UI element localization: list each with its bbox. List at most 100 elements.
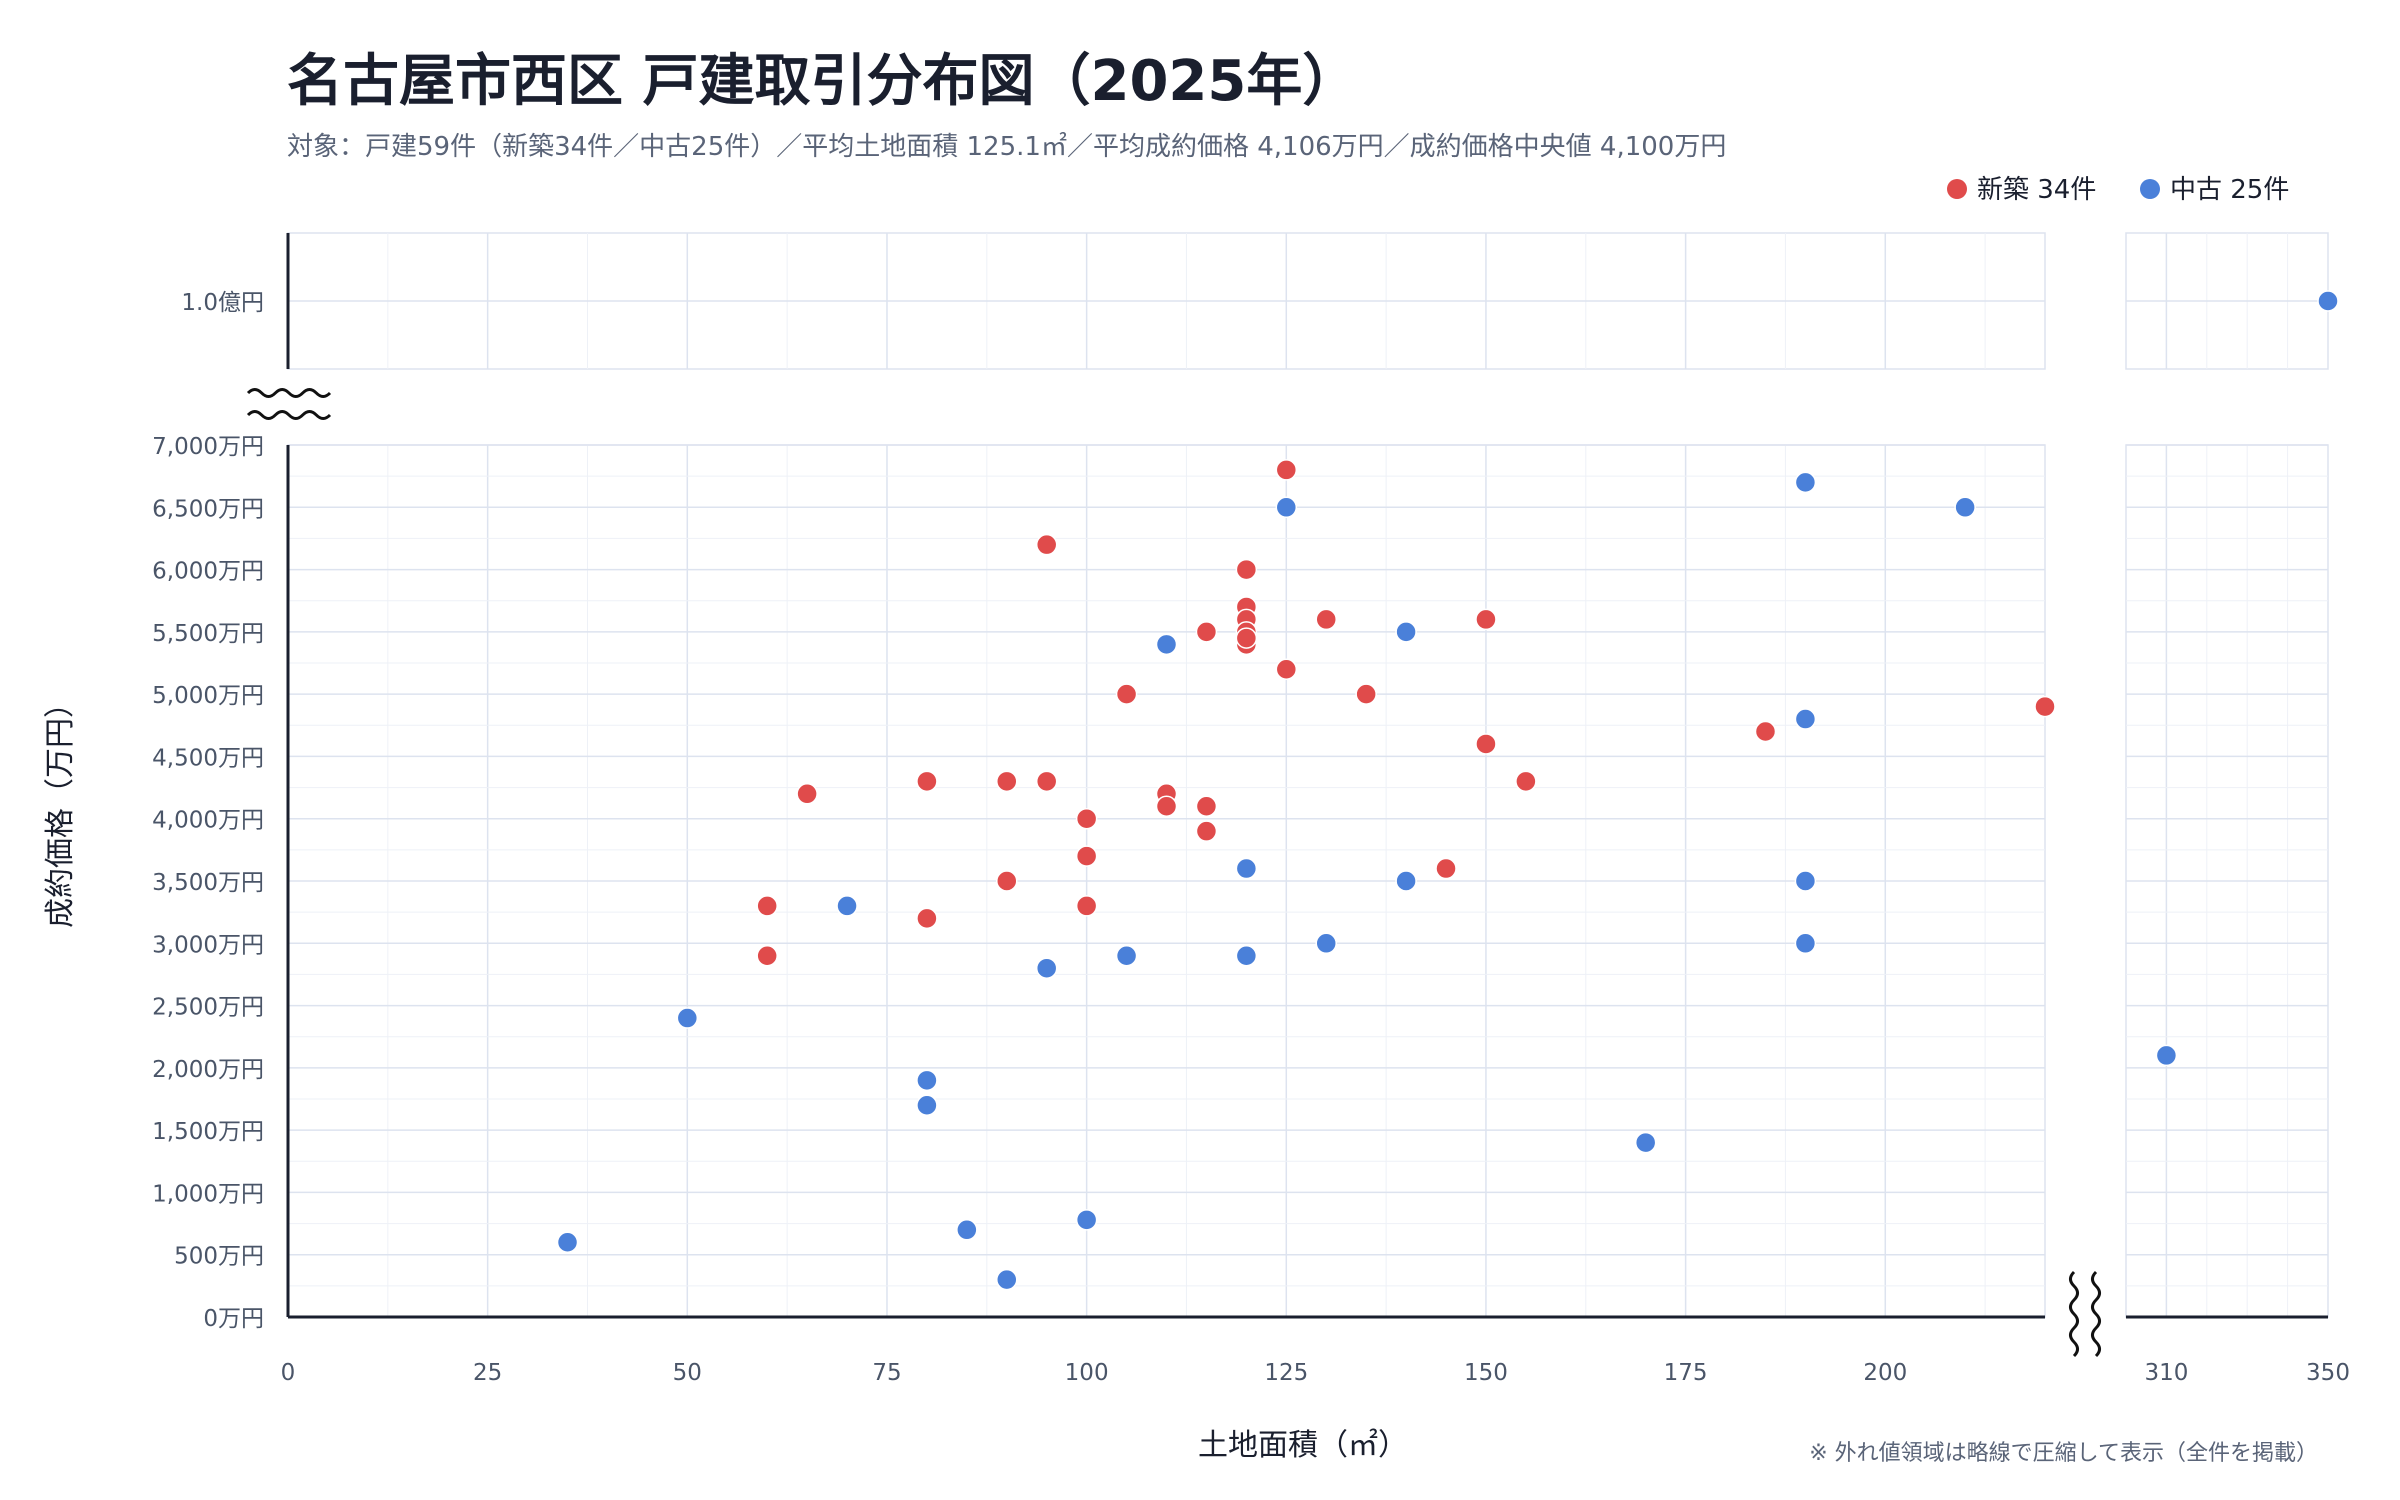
point-shinchiku [1195, 621, 1218, 643]
x-tick-label: 150 [1464, 1360, 1508, 1386]
point-chuko [1954, 496, 1976, 519]
y-tick-label: 4,000万円 [152, 808, 264, 834]
point-chuko [1235, 857, 1258, 880]
point-shinchiku [1315, 608, 1337, 631]
point-chuko [676, 1007, 699, 1029]
data-points [556, 290, 2339, 1291]
point-shinchiku [1195, 820, 1218, 842]
x-tick-label: 200 [1863, 1360, 1907, 1386]
y-tick-label: 500万円 [174, 1244, 264, 1270]
point-shinchiku [1075, 807, 1098, 830]
point-chuko [1634, 1131, 1657, 1154]
point-chuko [556, 1231, 579, 1254]
point-chuko [916, 1069, 938, 1092]
y-axis-title: 成約価格（万円） [43, 688, 78, 928]
y-tick-label: 5,000万円 [152, 683, 264, 709]
x-tick-label: 100 [1065, 1360, 1109, 1386]
y-tick-label: 0万円 [203, 1306, 264, 1332]
y-tick-label: 3,000万円 [152, 932, 264, 958]
point-shinchiku [1235, 627, 1258, 649]
x-tick-label: 310 [2144, 1360, 2188, 1386]
y-tick-label: 2,000万円 [152, 1057, 264, 1083]
point-shinchiku [1475, 608, 1497, 631]
point-chuko [1155, 633, 1178, 656]
x-axis-break-icon [2091, 1270, 2101, 1358]
point-chuko [1315, 932, 1337, 955]
point-shinchiku [796, 783, 818, 805]
point-chuko [1075, 1209, 1098, 1231]
point-chuko [1794, 870, 1817, 892]
y-tick-label: 2,500万円 [152, 995, 264, 1021]
x-tick-label: 350 [2306, 1360, 2350, 1386]
point-shinchiku [1475, 733, 1497, 755]
tick-labels: 0万円 500万円 1,000万円 1,500万円 2,000万円 2,500万円 3,00… [152, 290, 2350, 1386]
y-tick-label: 1,000万円 [152, 1181, 264, 1207]
legend-label-chuko: 中古 25件 [2170, 175, 2289, 205]
grid [287, 232, 2329, 1318]
point-shinchiku [1155, 795, 1178, 818]
axes [246, 233, 2328, 1358]
point-chuko [1115, 944, 1138, 967]
point-chuko [1035, 957, 1058, 979]
x-axis-break-icon [2069, 1270, 2079, 1358]
point-chuko [2155, 1044, 2178, 1067]
point-shinchiku [916, 907, 938, 930]
point-chuko [1794, 471, 1817, 494]
x-axis-title: 土地面積（㎡） [1198, 1428, 1408, 1463]
chart-note: ※ 外れ値領域は略線で圧縮して表示（全件を掲載） [1809, 1441, 2318, 1466]
point-shinchiku [996, 770, 1018, 793]
y-tick-label: 1,500万円 [152, 1119, 264, 1145]
legend-marker-chuko [2140, 179, 2160, 199]
point-shinchiku [1035, 770, 1058, 793]
y-tick-label: 6,000万円 [152, 559, 264, 585]
point-chuko [2317, 290, 2339, 312]
point-shinchiku [1115, 683, 1138, 705]
point-shinchiku [756, 944, 778, 967]
legend-label-shinchiku: 新築 34件 [1977, 175, 2096, 205]
y-axis-break-icon [246, 410, 332, 420]
point-shinchiku [1754, 720, 1777, 743]
x-tick-label: 175 [1664, 1360, 1708, 1386]
x-tick-label: 50 [673, 1360, 702, 1386]
chart-subtitle: 対象：戸建59件（新築34件／中古25件）／平均土地面積 125.1㎡／平均成約… [287, 132, 1726, 162]
point-shinchiku [916, 770, 938, 793]
y-tick-label: 6,500万円 [152, 496, 264, 522]
point-chuko [1395, 870, 1417, 892]
x-tick-label: 25 [473, 1360, 502, 1386]
x-tick-label: 125 [1264, 1360, 1308, 1386]
legend: 新築 34件 中古 25件 [1947, 175, 2289, 205]
point-shinchiku [756, 895, 778, 917]
point-shinchiku [996, 870, 1018, 892]
point-chuko [1395, 621, 1417, 643]
point-shinchiku [1435, 857, 1457, 880]
point-shinchiku [1075, 845, 1098, 867]
y-tick-label: 3,500万円 [152, 870, 264, 896]
point-chuko [1275, 496, 1298, 519]
y-axis-break-icon [246, 388, 332, 398]
point-shinchiku [1275, 658, 1298, 680]
point-chuko [1235, 944, 1258, 967]
point-shinchiku [1195, 795, 1218, 818]
y-tick-label: 5,500万円 [152, 621, 264, 647]
y-tick-label: 4,500万円 [152, 745, 264, 771]
point-shinchiku [1235, 558, 1258, 581]
point-shinchiku [1515, 770, 1537, 793]
y-tick-label: 1.0億円 [181, 290, 264, 316]
point-shinchiku [1075, 895, 1098, 917]
point-chuko [996, 1268, 1018, 1291]
x-tick-label: 75 [872, 1360, 901, 1386]
point-chuko [1794, 708, 1817, 730]
y-tick-label: 7,000万円 [152, 434, 264, 460]
point-shinchiku [1355, 683, 1377, 705]
point-chuko [956, 1219, 978, 1241]
point-chuko [836, 895, 858, 917]
point-shinchiku [1275, 459, 1298, 481]
point-shinchiku [2034, 695, 2056, 718]
chart-title: 名古屋市西区 戸建取引分布図（2025年） [287, 49, 1358, 114]
legend-marker-shinchiku [1947, 179, 1967, 199]
point-chuko [916, 1094, 938, 1116]
x-tick-label: 0 [281, 1360, 296, 1386]
point-chuko [1794, 932, 1817, 955]
point-shinchiku [1035, 533, 1058, 556]
